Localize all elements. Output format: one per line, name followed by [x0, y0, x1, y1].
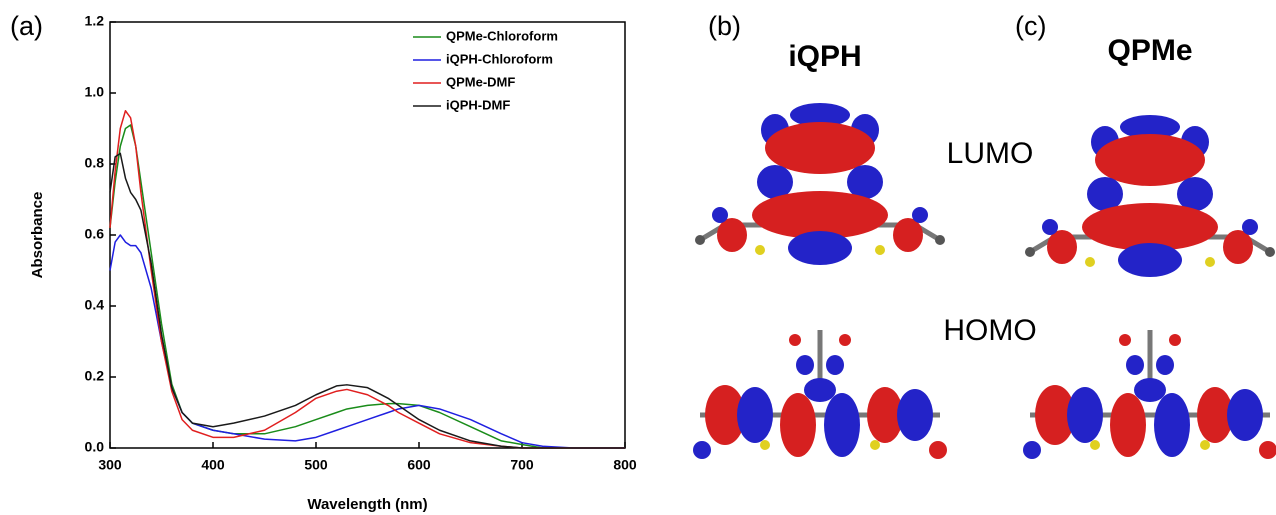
panel-label: (c)	[1015, 11, 1046, 41]
y-tick-label: 0.0	[85, 439, 105, 455]
series-line	[109, 110, 625, 449]
x-tick-label: 600	[407, 457, 431, 473]
panel-label: (b)	[708, 11, 741, 41]
orbital-label: HOMO	[943, 314, 1036, 347]
homo-orbital	[1023, 330, 1276, 459]
series-line	[109, 234, 625, 449]
molecule-name: QPMe	[1107, 34, 1192, 67]
x-tick-label: 300	[98, 457, 122, 473]
y-tick-label: 1.0	[85, 84, 105, 100]
orbital-label: LUMO	[947, 137, 1034, 170]
y-tick-label: 0.4	[85, 297, 105, 313]
legend-label: QPMe-Chloroform	[446, 28, 558, 43]
legend-label: iQPH-Chloroform	[446, 51, 553, 66]
y-axis-label: Absorbance	[29, 192, 46, 279]
y-tick-label: 0.2	[85, 368, 105, 384]
lumo-orbital	[1025, 115, 1275, 277]
legend-label: iQPH-DMF	[446, 97, 510, 112]
molecule-name: iQPH	[788, 40, 861, 73]
series-line	[109, 124, 625, 449]
y-tick-label: 1.2	[85, 13, 105, 29]
panel-label: (a)	[10, 11, 43, 41]
y-tick-label: 0.8	[85, 155, 105, 171]
x-tick-label: 700	[510, 457, 534, 473]
x-axis-label: Wavelength (nm)	[307, 496, 427, 513]
legend-label: QPMe-DMF	[446, 74, 515, 89]
x-tick-label: 800	[613, 457, 637, 473]
series-line	[109, 152, 625, 449]
y-tick-label: 0.6	[85, 226, 105, 242]
homo-orbital	[693, 330, 947, 459]
x-tick-label: 500	[304, 457, 328, 473]
lumo-orbital	[695, 103, 945, 265]
plot-frame	[109, 21, 626, 449]
x-tick-label: 400	[201, 457, 225, 473]
